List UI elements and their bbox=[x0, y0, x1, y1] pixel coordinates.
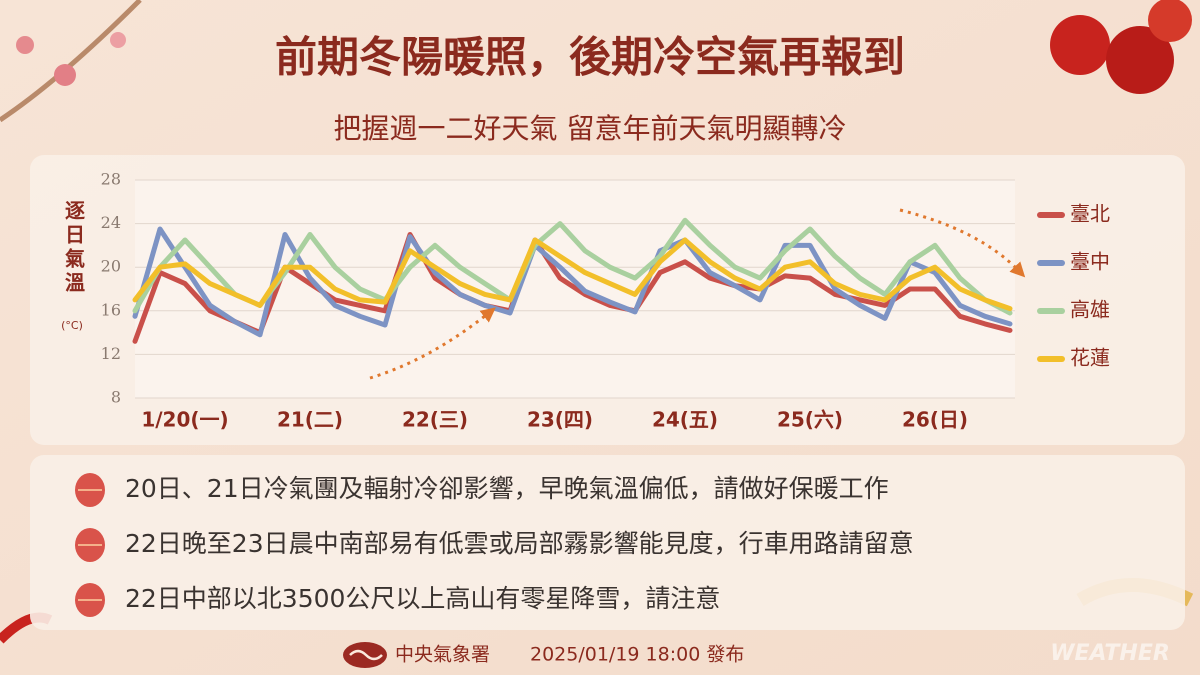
x-tick-label: 21(二) bbox=[277, 408, 343, 432]
notes-panel bbox=[30, 455, 1185, 630]
legend-label: 臺中 bbox=[1070, 250, 1110, 274]
legend-label: 花蓮 bbox=[1070, 346, 1110, 370]
series-line bbox=[132, 226, 1013, 338]
agency-logo bbox=[343, 642, 387, 668]
watermark: WEATHER bbox=[1050, 641, 1170, 666]
legend-label: 臺北 bbox=[1070, 202, 1110, 226]
y-tick-label: 28 bbox=[101, 170, 121, 189]
x-tick-label: 23(四) bbox=[527, 408, 593, 432]
note-text: 22日中部以北3500公尺以上高山有零星降雪，請注意 bbox=[125, 584, 720, 613]
chart: 8 12 16 20 24 28 1/20(一) 21(二) 22(三) 23(四) 24(五) 25… bbox=[101, 170, 1110, 432]
note-text: 22日晚至23日晨中南部易有低雲或局部霧影響能見度，行車用路請留意 bbox=[125, 529, 914, 558]
x-tick-label: 22(三) bbox=[402, 408, 468, 432]
x-tick-label: 1/20(一) bbox=[141, 408, 228, 432]
subtitle: 把握週一二好天氣 留意年前天氣明顯轉冷 bbox=[334, 112, 847, 145]
y-axis-unit: (°C) bbox=[61, 319, 83, 332]
title: 前期冬陽暖照，後期冷空氣再報到 bbox=[275, 33, 905, 82]
notes: 20日、21日冷氣團及輻射冷卻影響，早晚氣溫偏低，請做好保暖工作 22日晚至23日… bbox=[75, 473, 914, 617]
footer-agency: 中央氣象署 bbox=[395, 644, 490, 666]
y-axis-label: 逐日氣溫 bbox=[62, 200, 86, 296]
legend-label: 高雄 bbox=[1070, 298, 1110, 322]
y-tick-label: 12 bbox=[101, 344, 121, 363]
x-tick-label: 25(六) bbox=[777, 408, 843, 432]
footer-issued: 2025/01/19 18:00 發布 bbox=[530, 644, 744, 666]
series-line bbox=[132, 237, 1013, 312]
trend-arrow bbox=[369, 307, 496, 380]
y-tick-label: 20 bbox=[101, 257, 121, 276]
y-tick-label: 16 bbox=[101, 300, 121, 319]
trend-arrow bbox=[899, 208, 1026, 278]
y-tick-label: 8 bbox=[111, 388, 121, 407]
y-tick-label: 24 bbox=[101, 213, 121, 232]
x-tick-label: 26(日) bbox=[902, 408, 968, 432]
x-tick-label: 24(五) bbox=[652, 408, 718, 432]
note-text: 20日、21日冷氣團及輻射冷卻影響，早晚氣溫偏低，請做好保暖工作 bbox=[125, 474, 889, 503]
